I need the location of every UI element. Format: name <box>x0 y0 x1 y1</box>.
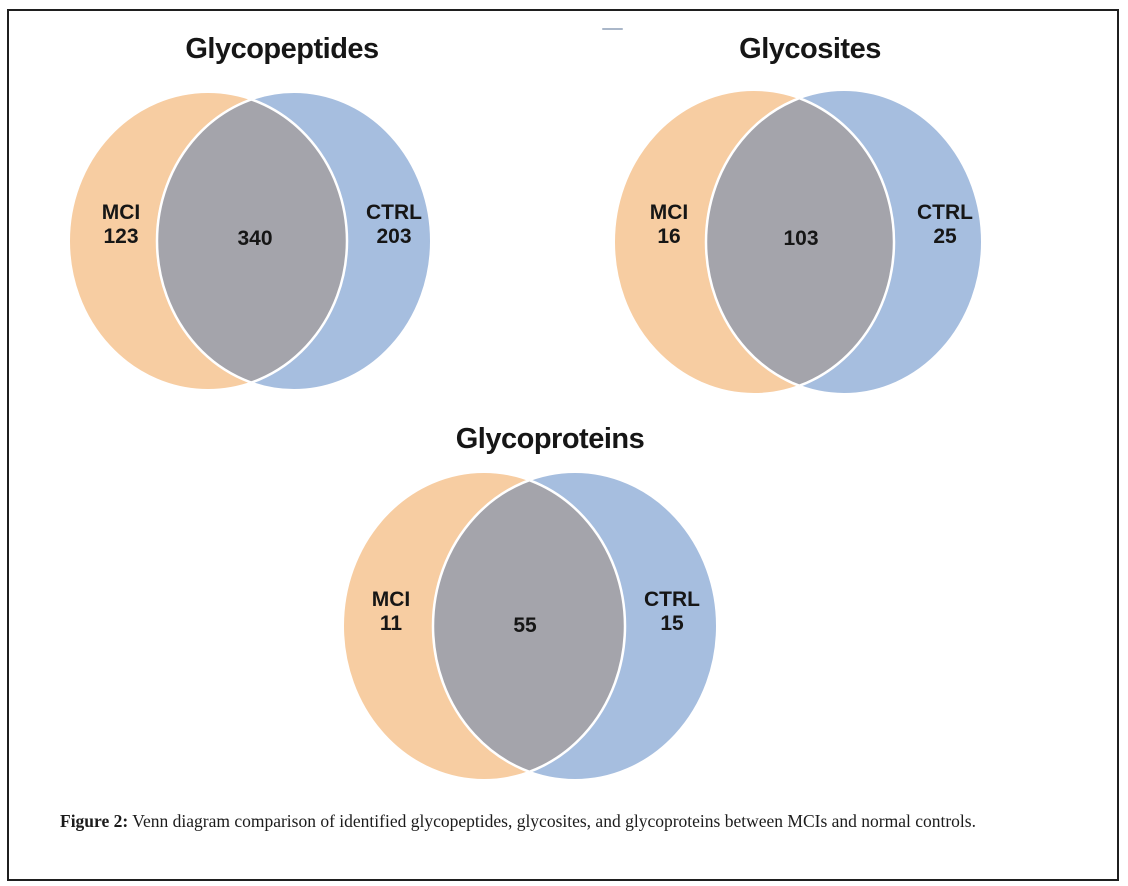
venn-title-glycoproteins: Glycoproteins <box>455 423 645 455</box>
figure-frame <box>7 9 1119 881</box>
mci-region-label: MCI 123 <box>102 201 141 249</box>
figure-caption: Figure 2: Venn diagram comparison of ide… <box>60 811 1060 832</box>
overlap-count: 340 <box>237 227 273 250</box>
overlap-count: 103 <box>783 227 819 250</box>
ctrl-unique-count: 15 <box>660 612 684 635</box>
mci-unique-count: 123 <box>103 225 139 248</box>
ctrl-unique-count: 203 <box>376 225 412 248</box>
mci-unique-count: 11 <box>379 612 403 635</box>
mci-region-label: MCI 16 <box>650 201 689 249</box>
ctrl-set-name: CTRL <box>644 588 700 611</box>
overlap-region <box>704 90 894 394</box>
overlap-count: 55 <box>513 614 537 637</box>
figure-caption-text: Venn diagram comparison of identified gl… <box>132 811 976 831</box>
mci-region-label: MCI 11 <box>372 588 411 636</box>
overlap-edge <box>157 92 349 390</box>
mci-set-name: MCI <box>101 201 141 224</box>
ctrl-region-label: CTRL 203 <box>366 201 422 249</box>
venn-glycosites <box>613 89 983 395</box>
overlap-region <box>431 472 625 780</box>
venn-glycoproteins <box>342 471 718 781</box>
overlap-edge <box>706 90 896 394</box>
ctrl-set-name: CTRL <box>917 201 973 224</box>
ctrl-unique-count: 25 <box>933 225 957 248</box>
mci-unique-count: 16 <box>657 225 681 248</box>
overlap-edge <box>433 472 627 780</box>
ctrl-set-name: CTRL <box>366 201 422 224</box>
mci-set-name: MCI <box>649 201 689 224</box>
stray-mark <box>602 28 623 30</box>
figure-caption-label: Figure 2: <box>60 811 129 831</box>
ctrl-region-label: CTRL 15 <box>644 588 700 636</box>
venn-title-glycosites: Glycosites <box>739 33 881 65</box>
overlap-region <box>155 92 347 390</box>
venn-title-glycopeptides: Glycopeptides <box>185 33 379 65</box>
ctrl-region-label: CTRL 25 <box>917 201 973 249</box>
venn-glycopeptides <box>68 91 432 391</box>
mci-set-name: MCI <box>371 588 411 611</box>
